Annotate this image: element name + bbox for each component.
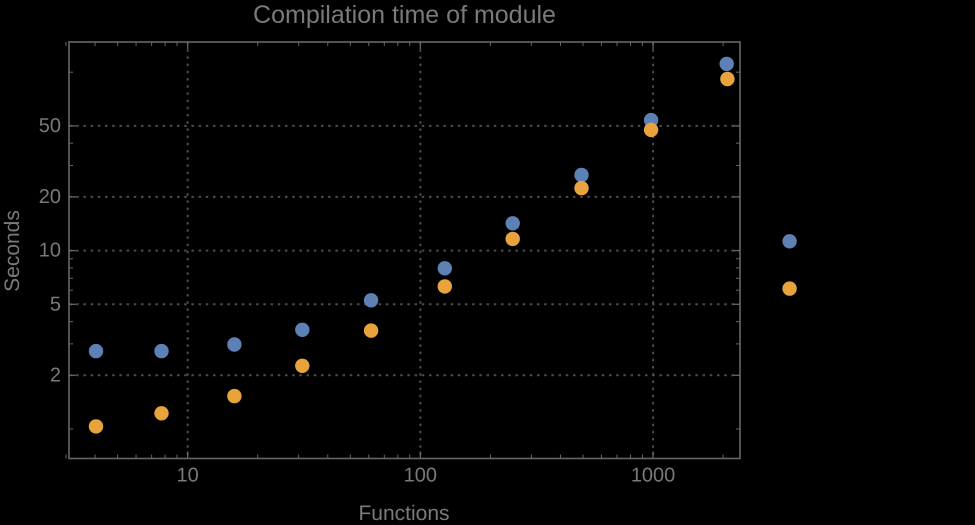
svg-text:10: 10 [39,240,61,262]
svg-text:Functions: Functions [358,502,449,525]
svg-text:Seconds: Seconds [1,210,24,292]
svg-text:100: 100 [404,465,437,487]
svg-text:5: 5 [50,293,61,315]
svg-text:20: 20 [39,186,61,208]
svg-text:10: 10 [177,465,199,487]
svg-text:1000: 1000 [631,465,676,487]
svg-text:2: 2 [50,364,61,386]
svg-text:50: 50 [39,115,61,137]
